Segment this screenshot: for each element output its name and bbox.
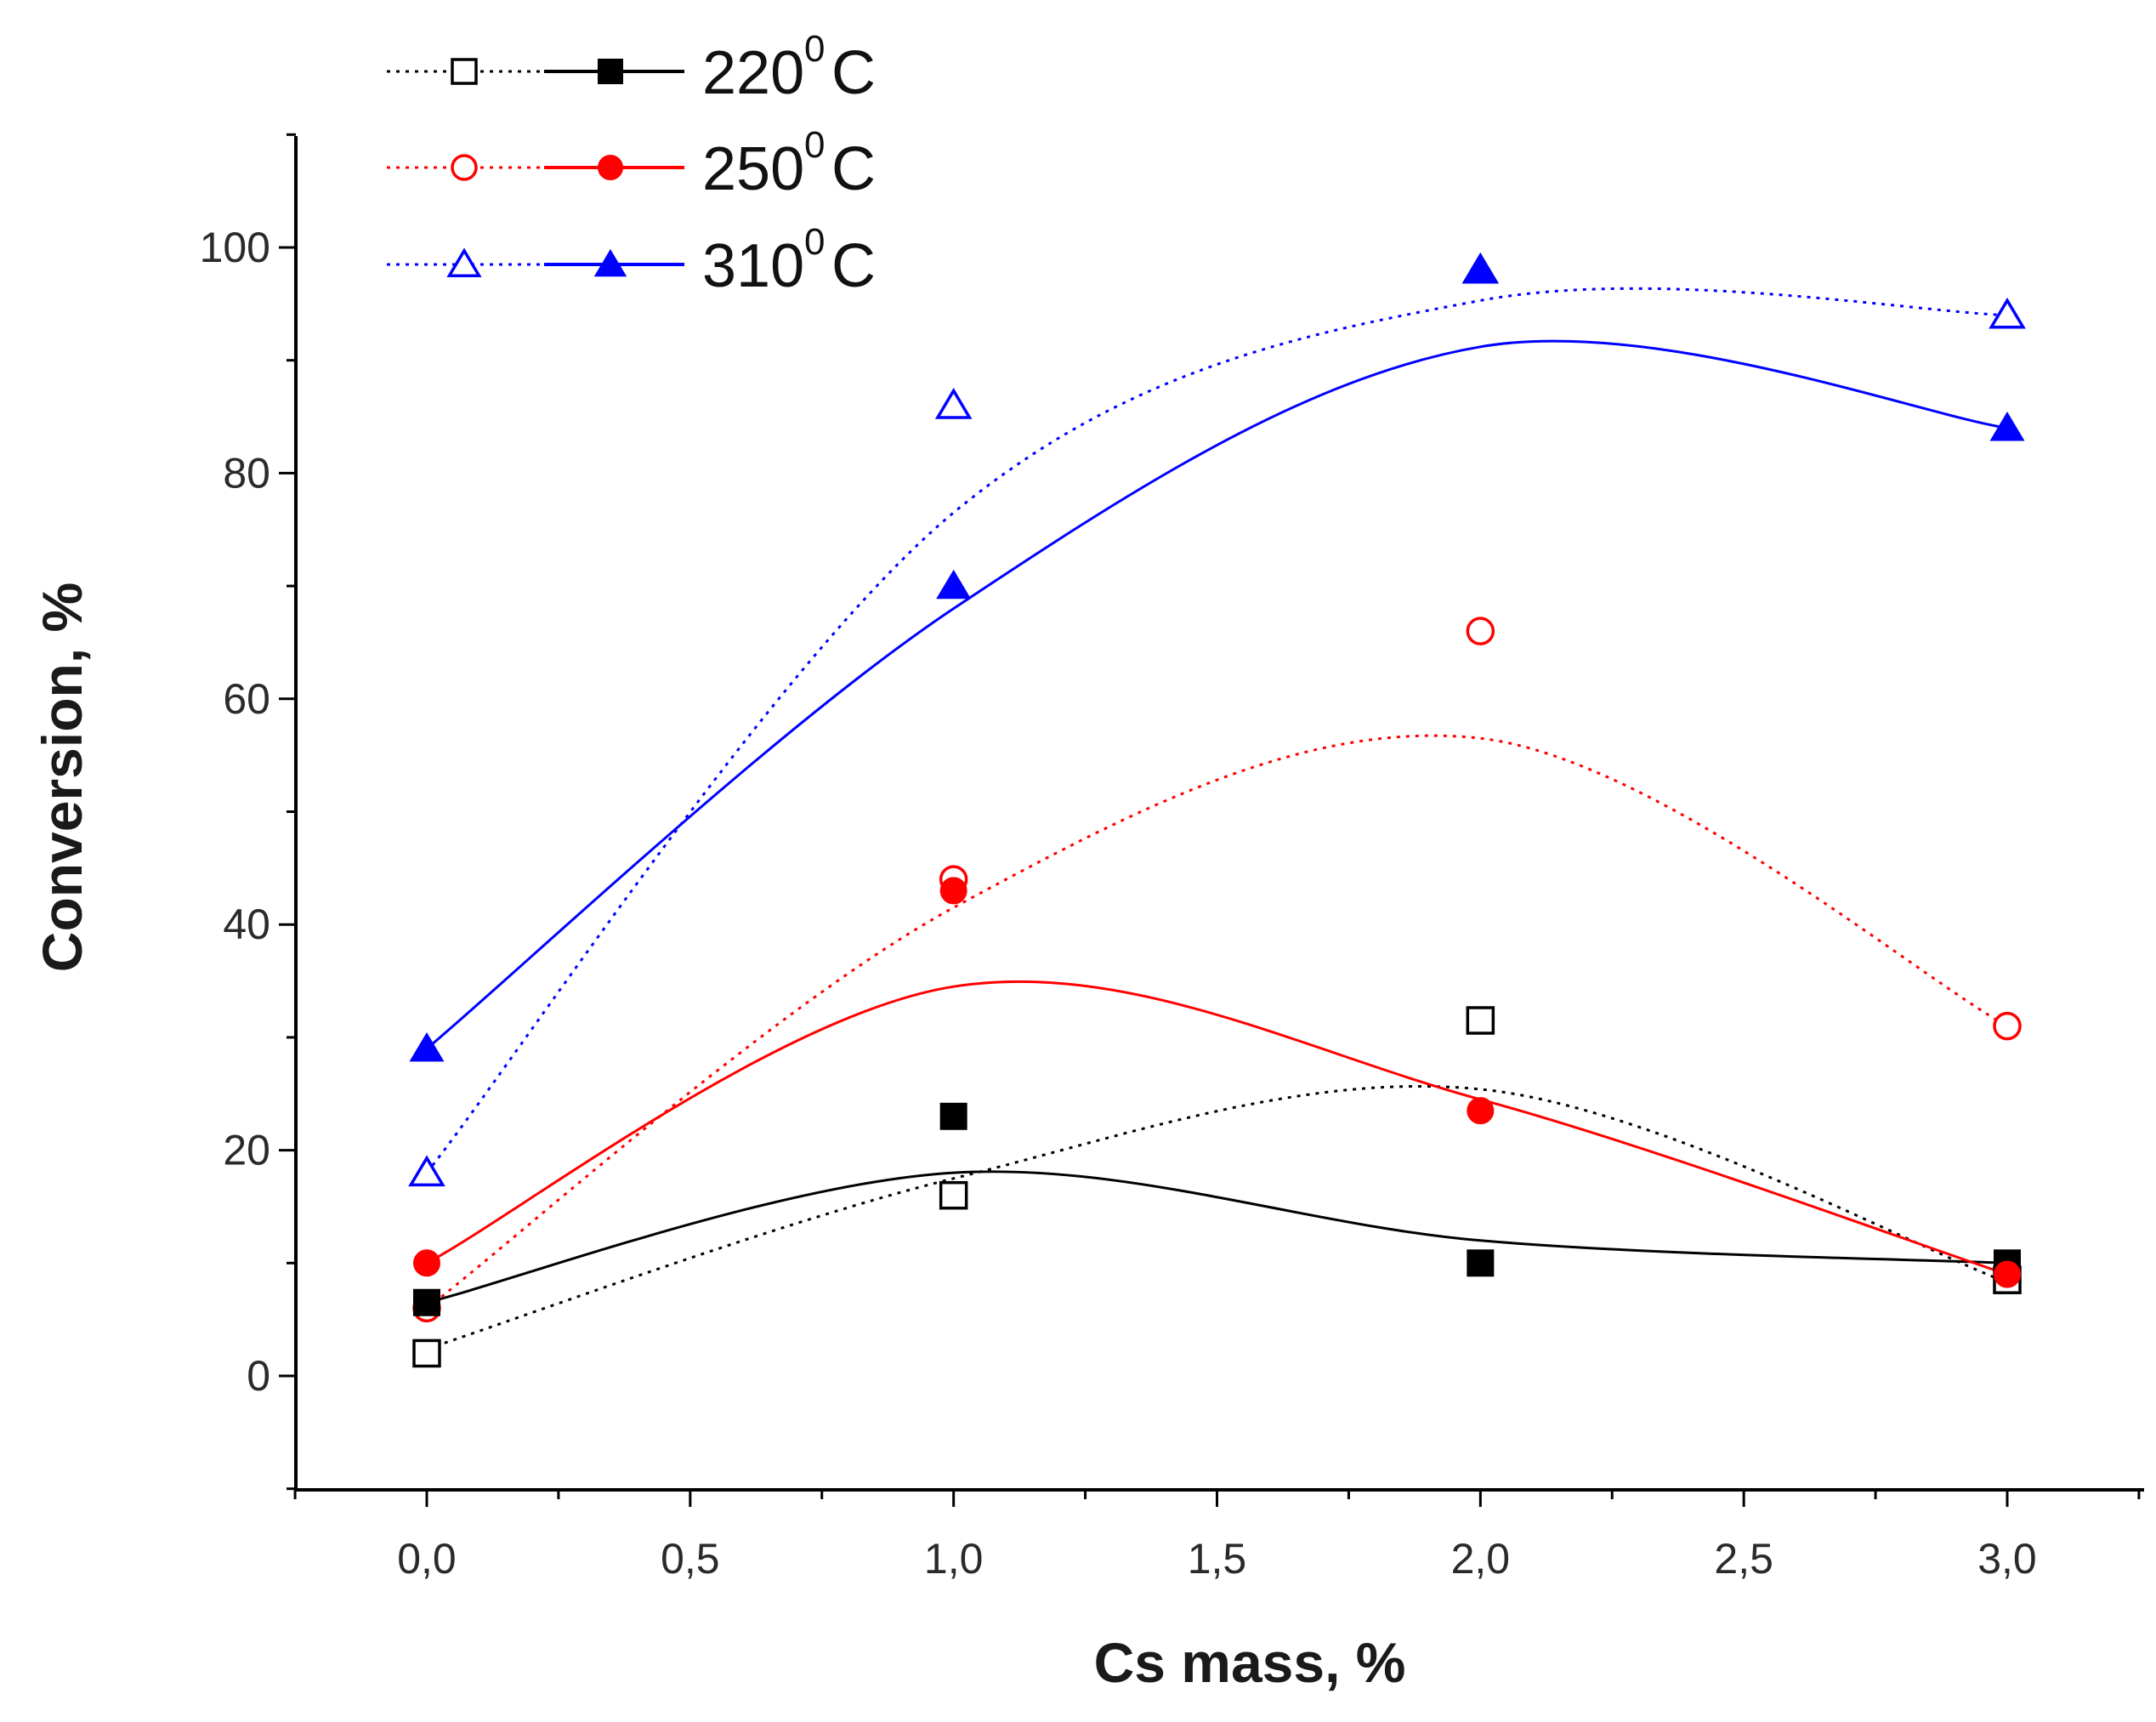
- y-tick-label: 40: [223, 901, 270, 948]
- markers: [408, 252, 2026, 1368]
- x-tick-label: 0,0: [397, 1535, 457, 1583]
- fit-curves: [425, 287, 2008, 1350]
- fit-curve-250-dotted: [426, 734, 2008, 1310]
- data-point-250-filled: [413, 1249, 440, 1277]
- x-tick-label: 1,5: [1188, 1535, 1247, 1583]
- x-tick-label: 0,5: [661, 1535, 720, 1583]
- legend-marker-filled-220: [598, 59, 623, 84]
- legend-label-value: 220: [702, 39, 804, 107]
- x-tick-label: 2,0: [1451, 1535, 1511, 1583]
- legend-marker-open-250: [451, 154, 478, 181]
- legend-label-unit: C: [831, 232, 876, 300]
- data-point-310-open: [934, 388, 973, 419]
- data-point-250-filled: [939, 877, 967, 905]
- data-point-220-open: [939, 1180, 968, 1210]
- ticks: [279, 133, 2141, 1507]
- data-point-250-filled: [1467, 1097, 1495, 1125]
- legend-label-superscript: 0: [804, 124, 825, 166]
- fit-curve-220-solid: [426, 1170, 2008, 1304]
- x-tick-label: 1,0: [924, 1535, 984, 1583]
- y-tick-label: 80: [223, 449, 270, 497]
- fit-curve-310-dotted: [425, 287, 2008, 1174]
- data-point-310-open: [1989, 297, 2026, 329]
- x-tick-label: 3,0: [1977, 1535, 2037, 1583]
- legend-marker-filled-310: [593, 248, 627, 277]
- y-tick-label: 20: [223, 1127, 270, 1174]
- x-tick-label: 2,5: [1714, 1535, 1773, 1583]
- y-tick-label: 60: [223, 675, 270, 723]
- x-axis-title: Cs mass, %: [1094, 1631, 1406, 1694]
- data-point-250-filled: [1994, 1260, 2021, 1288]
- fit-curve-220-dotted: [426, 1084, 2008, 1350]
- y-tick-label: 0: [247, 1352, 270, 1400]
- data-point-220-filled: [413, 1288, 440, 1316]
- legend-marker-open-220: [451, 58, 478, 85]
- legend-marker-open-310: [446, 247, 482, 277]
- data-point-250-open: [1466, 617, 1495, 645]
- legend-label-value: 310: [702, 232, 804, 300]
- legend-label-unit: C: [831, 39, 876, 107]
- data-point-310-filled: [409, 1031, 445, 1062]
- data-point-310-filled: [936, 569, 972, 600]
- tick-labels: 0,0 0,5 1,0 1,5 2,0 2,5 3,0 0 20 40 60 80 100: [200, 224, 2037, 1583]
- legend-label-superscript: 0: [804, 221, 825, 263]
- fit-curve-250-solid: [426, 980, 2008, 1276]
- data-point-310-open: [408, 1155, 445, 1187]
- legend-marker-filled-250: [598, 155, 623, 180]
- data-point-250-open: [1993, 1011, 2022, 1041]
- data-point-310-filled: [1462, 253, 1498, 283]
- data-point-220-filled: [1467, 1249, 1495, 1277]
- data-point-220-open: [1466, 1006, 1495, 1035]
- legend-label-value: 250: [702, 135, 804, 203]
- y-axis-title: Conversion, %: [31, 583, 94, 972]
- y-tick-label: 100: [200, 224, 270, 271]
- data-point-220-open: [412, 1338, 441, 1368]
- data-point-310-filled: [1989, 412, 2025, 441]
- data-point-220-filled: [939, 1102, 967, 1130]
- legend-label-unit: C: [831, 135, 876, 203]
- legend-label-superscript: 0: [804, 28, 825, 70]
- axes: [294, 136, 2144, 1492]
- fit-curve-310-solid: [426, 339, 2008, 1050]
